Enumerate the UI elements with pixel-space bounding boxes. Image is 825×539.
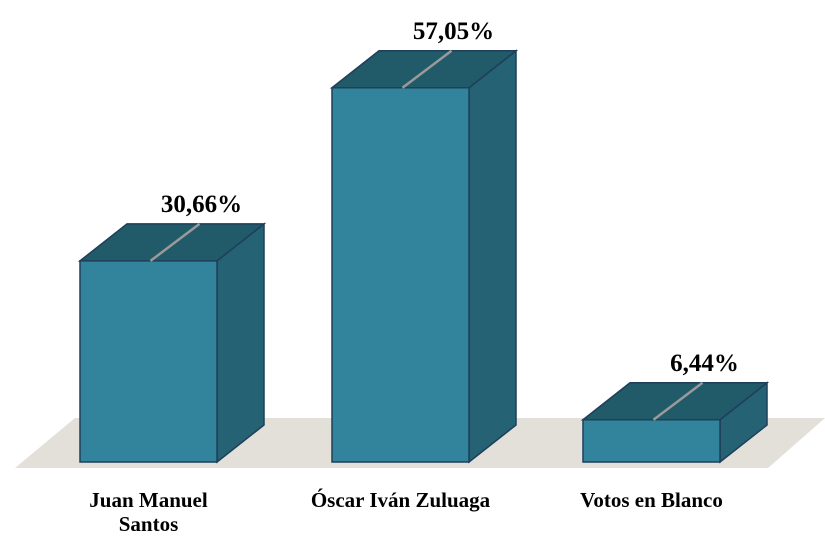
- bar-top-line: [401, 49, 453, 89]
- bar: [77, 222, 267, 464]
- value-label: 6,44%: [670, 350, 739, 377]
- bar-side: [468, 49, 517, 464]
- bar-top-line: [149, 222, 201, 262]
- bar-front: [582, 419, 721, 463]
- bar-front: [79, 260, 218, 463]
- bar-front: [331, 87, 470, 463]
- bar: [329, 49, 519, 464]
- bar-top-line: [652, 381, 704, 421]
- x-tick-label: Óscar Iván Zuluaga: [310, 488, 491, 512]
- x-tick-label: Votos en Blanco: [580, 488, 723, 512]
- value-label: 30,66%: [161, 191, 242, 218]
- value-label: 57,05%: [413, 18, 494, 45]
- x-tick-label: Juan Manuel Santos: [89, 488, 208, 536]
- bar: [580, 381, 770, 464]
- bar-side: [216, 222, 265, 464]
